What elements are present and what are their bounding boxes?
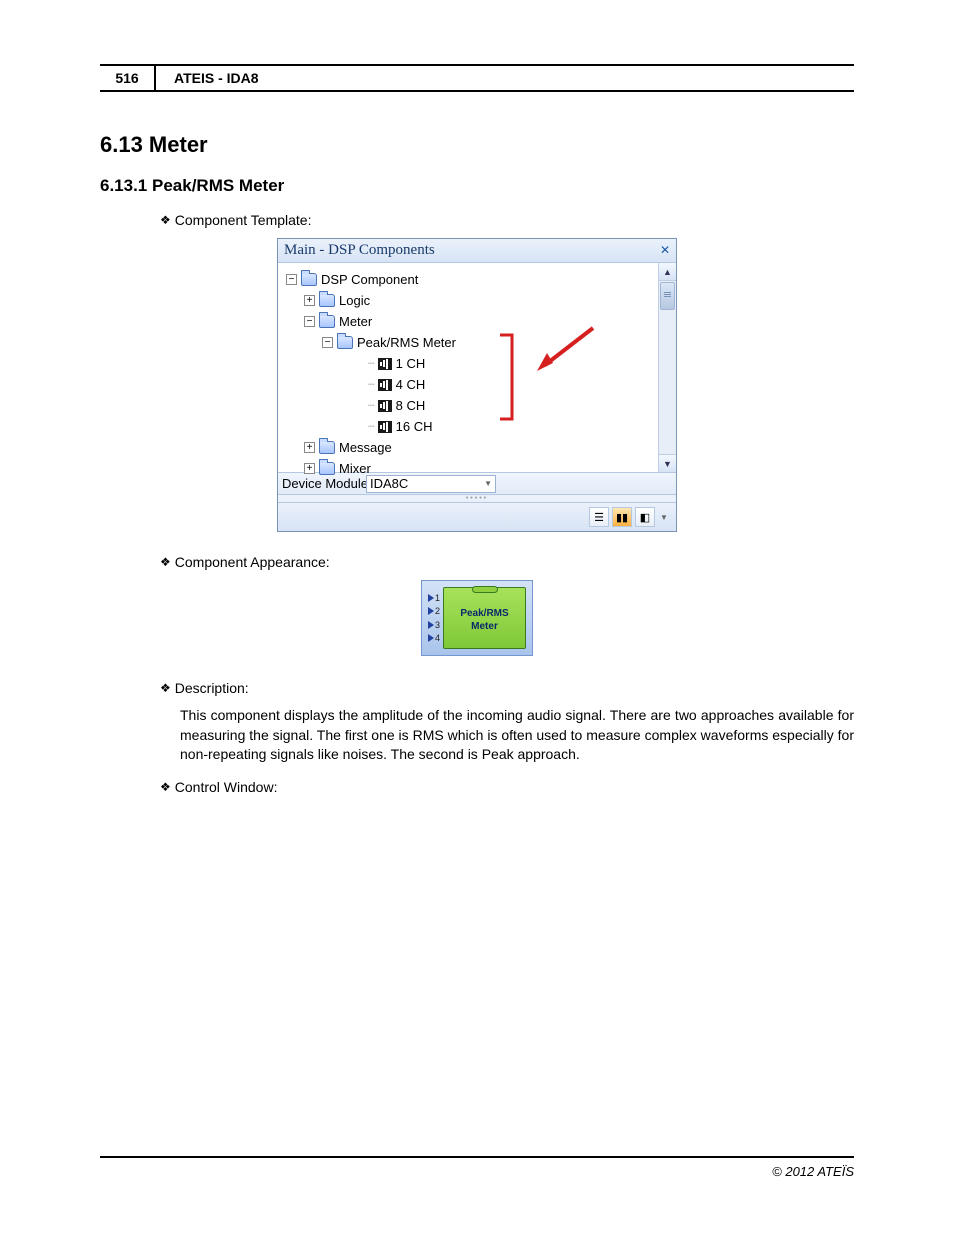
status-settings-icon[interactable]: ◧ [635, 507, 655, 527]
page-number: 516 [100, 66, 156, 90]
chevron-down-icon[interactable]: ▼ [658, 507, 670, 527]
page-footer: © 2012 ATEÏS [100, 1156, 854, 1179]
dsp-window-titlebar: Main - DSP Components ✕ [278, 239, 676, 263]
port: 3 [428, 618, 440, 632]
bullet-label: Control Window: [175, 779, 278, 795]
collapse-icon[interactable]: − [304, 316, 315, 327]
component-label-line: Peak/RMS [460, 608, 508, 619]
component-box: Peak/RMS Meter [443, 587, 526, 649]
doc-title: ATEIS - IDA8 [156, 66, 259, 90]
port: 1 [428, 591, 440, 605]
tree-label: 8 CH [396, 398, 426, 413]
bullet-label: Description: [175, 680, 249, 696]
component-label-line: Meter [471, 621, 498, 632]
meter-icon [378, 358, 392, 370]
folder-icon [319, 441, 335, 454]
description-text: This component displays the amplitude of… [180, 706, 854, 765]
folder-icon [319, 462, 335, 475]
tree-label: DSP Component [321, 272, 418, 287]
tree-connector: ┈ [368, 420, 374, 433]
port-number: 4 [435, 633, 440, 643]
tree-label: 1 CH [396, 356, 426, 371]
expand-icon[interactable]: + [304, 463, 315, 474]
port: 2 [428, 605, 440, 619]
port: 4 [428, 632, 440, 646]
tree-label: Meter [339, 314, 372, 329]
component-appearance-preview: 1 2 3 4 Peak/RMS Meter [421, 580, 533, 656]
tree-leaf[interactable]: ┈ 16 CH [286, 416, 652, 437]
folder-icon [301, 273, 317, 286]
tree-label: Logic [339, 293, 370, 308]
close-icon[interactable]: ✕ [660, 243, 670, 258]
port-number: 2 [435, 606, 440, 616]
folder-icon [319, 294, 335, 307]
component-lid-icon [472, 586, 498, 593]
bullet-label: Component Appearance: [175, 554, 330, 570]
folder-icon [337, 336, 353, 349]
chevron-down-icon: ▼ [484, 479, 492, 488]
dsp-tree[interactable]: − DSP Component + Logic − Meter − [278, 263, 658, 472]
tree-item[interactable]: + Logic [286, 290, 652, 311]
copyright: © 2012 ATEÏS [772, 1164, 854, 1179]
status-view-icon[interactable]: ▮▮ [612, 507, 632, 527]
tree-leaf[interactable]: ┈ 4 CH [286, 374, 652, 395]
meter-icon [378, 400, 392, 412]
tree-item[interactable]: + Mixer [286, 458, 652, 479]
port-icon [428, 594, 434, 602]
tree-label: 4 CH [396, 377, 426, 392]
bullet-description: ❖ Description: [160, 680, 854, 696]
port-icon [428, 607, 434, 615]
expand-icon[interactable]: + [304, 295, 315, 306]
tree-item[interactable]: + Message [286, 437, 652, 458]
dsp-status-bar: ☰ ▮▮ ◧ ▼ [278, 503, 676, 531]
port-number: 1 [435, 593, 440, 603]
port-number: 3 [435, 620, 440, 630]
component-label: Peak/RMS Meter [460, 608, 508, 633]
diamond-icon: ❖ [160, 681, 171, 695]
tree-label: Peak/RMS Meter [357, 335, 456, 350]
tree-leaf[interactable]: ┈ 1 CH [286, 353, 652, 374]
diamond-icon: ❖ [160, 555, 171, 569]
bullet-label: Component Template: [175, 212, 312, 228]
tree-connector: ┈ [368, 399, 374, 412]
scroll-up-icon[interactable]: ▲ [659, 263, 676, 281]
tree-connector: ┈ [368, 357, 374, 370]
collapse-icon[interactable]: − [286, 274, 297, 285]
port-icon [428, 634, 434, 642]
meter-icon [378, 379, 392, 391]
tree-root[interactable]: − DSP Component [286, 269, 652, 290]
status-list-icon[interactable]: ☰ [589, 507, 609, 527]
bullet-component-template: ❖ Component Template: [160, 212, 854, 228]
page-header: 516 ATEIS - IDA8 [100, 64, 854, 92]
subsection-heading: 6.13.1 Peak/RMS Meter [100, 176, 854, 196]
scrollbar[interactable]: ▲ ▼ [658, 263, 676, 472]
dsp-window-title: Main - DSP Components [284, 242, 435, 259]
tree-item[interactable]: − Meter [286, 311, 652, 332]
tree-label: Mixer [339, 461, 371, 476]
component-ports: 1 2 3 4 [428, 587, 440, 649]
tree-label: Message [339, 440, 392, 455]
scroll-thumb[interactable] [660, 282, 675, 310]
folder-icon [319, 315, 335, 328]
dsp-components-window: Main - DSP Components ✕ − DSP Component … [277, 238, 677, 532]
expand-icon[interactable]: + [304, 442, 315, 453]
tree-item[interactable]: − Peak/RMS Meter [286, 332, 652, 353]
bullet-control-window: ❖ Control Window: [160, 779, 854, 795]
scroll-down-icon[interactable]: ▼ [659, 454, 676, 472]
tree-leaf[interactable]: ┈ 8 CH [286, 395, 652, 416]
diamond-icon: ❖ [160, 213, 171, 227]
resize-handle[interactable]: ••••• [278, 495, 676, 503]
meter-icon [378, 421, 392, 433]
bullet-component-appearance: ❖ Component Appearance: [160, 554, 854, 570]
tree-label: 16 CH [396, 419, 433, 434]
tree-connector: ┈ [368, 378, 374, 391]
section-heading: 6.13 Meter [100, 132, 854, 158]
scroll-track[interactable] [659, 311, 676, 454]
port-icon [428, 621, 434, 629]
diamond-icon: ❖ [160, 780, 171, 794]
collapse-icon[interactable]: − [322, 337, 333, 348]
